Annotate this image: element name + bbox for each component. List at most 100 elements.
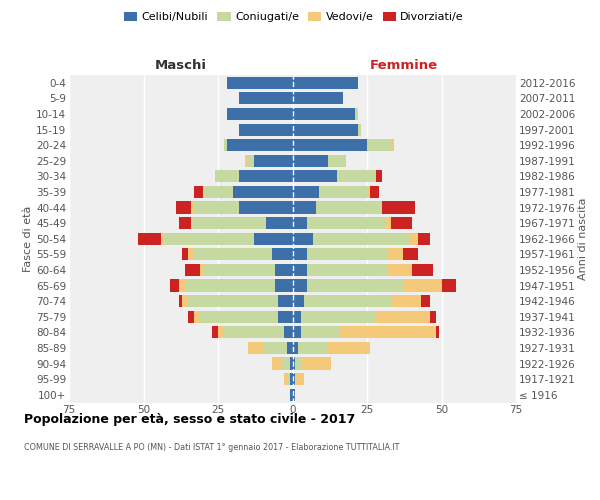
Bar	[218, 326, 224, 338]
Bar	[293, 108, 355, 120]
Bar	[293, 358, 295, 370]
Bar	[293, 248, 307, 260]
Bar	[224, 326, 284, 338]
Bar	[185, 280, 275, 291]
Bar	[307, 217, 385, 229]
Bar	[337, 170, 376, 182]
Bar	[388, 264, 412, 276]
Bar	[301, 326, 340, 338]
Bar	[194, 202, 239, 213]
Bar	[239, 170, 293, 182]
Bar	[293, 264, 307, 276]
Legend: Celibi/Nubili, Coniugati/e, Vedovi/e, Divorziati/e: Celibi/Nubili, Coniugati/e, Vedovi/e, Di…	[123, 10, 465, 23]
Bar	[203, 264, 275, 276]
Bar	[293, 326, 301, 338]
Bar	[182, 295, 188, 307]
Bar	[293, 280, 307, 291]
Bar	[293, 342, 298, 354]
Bar	[227, 76, 293, 89]
Bar	[275, 264, 293, 276]
Bar	[224, 139, 227, 151]
Bar	[203, 186, 233, 198]
Text: Popolazione per età, sesso e stato civile - 2017: Popolazione per età, sesso e stato civil…	[24, 412, 355, 426]
Bar	[233, 186, 293, 198]
Bar	[340, 326, 436, 338]
Bar	[403, 280, 442, 291]
Bar	[293, 295, 304, 307]
Bar	[409, 232, 418, 245]
Bar	[293, 186, 319, 198]
Bar	[307, 280, 403, 291]
Y-axis label: Anni di nascita: Anni di nascita	[578, 198, 589, 280]
Bar	[293, 139, 367, 151]
Bar	[263, 342, 287, 354]
Bar	[293, 92, 343, 104]
Text: Maschi: Maschi	[155, 59, 207, 72]
Bar	[313, 232, 409, 245]
Bar	[248, 342, 263, 354]
Bar	[421, 295, 430, 307]
Bar	[239, 124, 293, 136]
Bar	[307, 264, 388, 276]
Bar	[293, 170, 337, 182]
Bar	[182, 248, 188, 260]
Bar	[298, 342, 328, 354]
Bar	[179, 280, 185, 291]
Bar	[295, 358, 301, 370]
Bar	[239, 92, 293, 104]
Bar	[430, 310, 436, 323]
Bar	[412, 264, 433, 276]
Bar	[200, 310, 278, 323]
Bar	[295, 373, 304, 385]
Bar	[301, 358, 331, 370]
Bar	[272, 248, 293, 260]
Bar	[442, 280, 457, 291]
Bar	[266, 217, 293, 229]
Bar	[194, 186, 203, 198]
Bar	[391, 139, 394, 151]
Bar	[254, 232, 293, 245]
Bar	[290, 388, 293, 401]
Bar	[164, 232, 254, 245]
Bar	[388, 248, 403, 260]
Bar	[418, 232, 430, 245]
Bar	[358, 124, 361, 136]
Bar	[307, 248, 388, 260]
Bar	[304, 295, 391, 307]
Bar	[188, 248, 194, 260]
Bar	[227, 108, 293, 120]
Bar	[391, 217, 412, 229]
Bar	[170, 280, 179, 291]
Bar	[436, 326, 439, 338]
Bar	[290, 358, 293, 370]
Bar	[319, 186, 367, 198]
Bar	[376, 170, 382, 182]
Bar	[191, 217, 266, 229]
Bar	[287, 373, 290, 385]
Bar	[355, 108, 358, 120]
Bar	[293, 232, 313, 245]
Bar	[382, 202, 415, 213]
Bar	[376, 310, 430, 323]
Bar	[161, 232, 164, 245]
Bar	[284, 326, 293, 338]
Bar	[194, 310, 200, 323]
Bar	[281, 358, 290, 370]
Bar	[316, 202, 382, 213]
Bar	[367, 139, 391, 151]
Bar	[391, 295, 421, 307]
Bar	[284, 373, 287, 385]
Bar	[328, 342, 370, 354]
Bar	[278, 295, 293, 307]
Bar	[293, 154, 328, 167]
Text: Femmine: Femmine	[370, 59, 439, 72]
Bar	[301, 310, 376, 323]
Bar	[212, 326, 218, 338]
Bar	[403, 248, 418, 260]
Bar	[293, 202, 316, 213]
Bar	[367, 186, 370, 198]
Bar	[272, 358, 281, 370]
Bar	[176, 202, 191, 213]
Bar	[293, 388, 295, 401]
Bar	[287, 342, 293, 354]
